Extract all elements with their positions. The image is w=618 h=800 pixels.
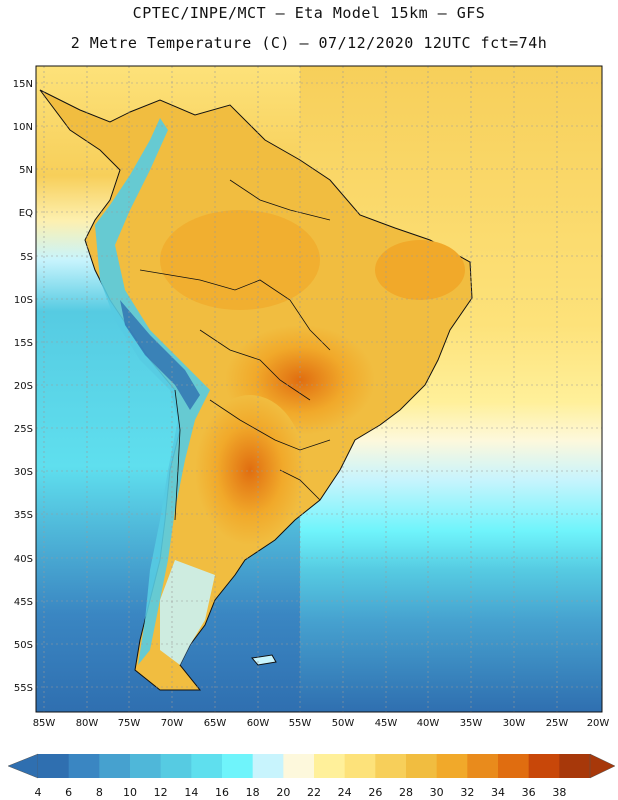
colorbar-label: 24 bbox=[338, 786, 352, 799]
colorbar-label: 32 bbox=[460, 786, 474, 799]
lon-label: 55W bbox=[289, 718, 312, 729]
lat-label: 55S bbox=[14, 683, 33, 694]
colorbar-label: 10 bbox=[123, 786, 137, 799]
lat-label: 15S bbox=[14, 338, 33, 349]
lon-label: 60W bbox=[247, 718, 270, 729]
country-borders bbox=[139, 179, 331, 521]
lat-label: 5N bbox=[19, 165, 33, 176]
colorbar-label: 36 bbox=[522, 786, 536, 799]
lon-label: 35W bbox=[460, 718, 483, 729]
lat-label: 15N bbox=[13, 79, 33, 90]
lat-label: 40S bbox=[14, 554, 33, 565]
colorbar-swatch bbox=[252, 754, 284, 778]
colorbar-swatch bbox=[467, 754, 499, 778]
colorbar-swatches bbox=[38, 754, 591, 778]
colorbar-swatch bbox=[160, 754, 192, 778]
colorbar-swatch bbox=[406, 754, 438, 778]
hot-region-northeast bbox=[375, 240, 465, 300]
chart-title-line-1: CPTEC/INPE/MCT – Eta Model 15km – GFS bbox=[132, 4, 486, 22]
colorbar-swatch bbox=[191, 754, 223, 778]
lon-label: 25W bbox=[546, 718, 569, 729]
colorbar-label: 20 bbox=[276, 786, 290, 799]
lon-label: 30W bbox=[503, 718, 526, 729]
colorbar-high-arrow bbox=[589, 753, 616, 779]
colorbar-label: 22 bbox=[307, 786, 321, 799]
lon-label: 80W bbox=[76, 718, 99, 729]
colorbar-label: 4 bbox=[35, 786, 42, 799]
colorbar-swatch bbox=[222, 754, 254, 778]
lon-label: 75W bbox=[118, 718, 141, 729]
lon-label: 20W bbox=[587, 718, 610, 729]
colorbar-swatch bbox=[559, 754, 591, 778]
colorbar-swatch bbox=[68, 754, 100, 778]
colorbar-swatch bbox=[38, 754, 70, 778]
colorbar-label: 38 bbox=[552, 786, 566, 799]
lon-label: 65W bbox=[204, 718, 227, 729]
chart-title-line-2: 2 Metre Temperature (C) – 07/12/2020 12U… bbox=[70, 34, 548, 52]
colorbar-label: 26 bbox=[368, 786, 382, 799]
andes-altiplano-cold bbox=[120, 300, 200, 410]
longitude-labels: 85W 80W 75W 70W 65W 60W 55W 50W 45W 40W … bbox=[33, 718, 610, 729]
warm-region-amazon bbox=[160, 210, 320, 310]
lat-label: 20S bbox=[14, 381, 33, 392]
colorbar-swatch bbox=[99, 754, 131, 778]
colorbar-labels: 4 6 8 10 12 14 16 18 20 22 24 26 28 30 32 34 36 38 bbox=[35, 786, 567, 799]
lon-label: 85W bbox=[33, 718, 56, 729]
lat-label: 10S bbox=[14, 295, 33, 306]
colorbar-low-arrow bbox=[7, 753, 39, 779]
lon-label: 50W bbox=[332, 718, 355, 729]
colorbar-label: 12 bbox=[154, 786, 168, 799]
colorbar-swatch bbox=[314, 754, 346, 778]
lat-label: EQ bbox=[19, 208, 33, 219]
latitude-labels: 15N 10N 5N EQ 5S 10S 15S 20S 25S 30S 35S… bbox=[13, 79, 33, 694]
lat-label: 30S bbox=[14, 467, 33, 478]
map-gridlines bbox=[36, 66, 602, 712]
lat-label: 25S bbox=[14, 424, 33, 435]
colorbar-swatch bbox=[436, 754, 468, 778]
colorbar-swatch bbox=[344, 754, 376, 778]
colorbar-label: 34 bbox=[491, 786, 505, 799]
patagonia-cool-region bbox=[160, 560, 215, 665]
lat-label: 35S bbox=[14, 510, 33, 521]
colorbar-swatch bbox=[283, 754, 315, 778]
lon-label: 40W bbox=[417, 718, 440, 729]
hot-region-argentina bbox=[195, 395, 305, 545]
lon-label: 45W bbox=[375, 718, 398, 729]
colorbar-label: 14 bbox=[184, 786, 198, 799]
colorbar-label: 28 bbox=[399, 786, 413, 799]
colorbar-label: 30 bbox=[430, 786, 444, 799]
colorbar-swatch bbox=[498, 754, 530, 778]
lat-label: 50S bbox=[14, 640, 33, 651]
colorbar-label: 16 bbox=[215, 786, 229, 799]
colorbar-label: 18 bbox=[246, 786, 260, 799]
lon-label: 70W bbox=[161, 718, 184, 729]
colorbar: 4 6 8 10 12 14 16 18 20 22 24 26 28 30 32 34 36 38 bbox=[7, 753, 616, 799]
colorbar-swatch bbox=[375, 754, 407, 778]
lat-label: 5S bbox=[20, 252, 33, 263]
colorbar-swatch bbox=[528, 754, 560, 778]
lat-label: 10N bbox=[13, 122, 33, 133]
colorbar-swatch bbox=[130, 754, 162, 778]
colorbar-label: 8 bbox=[96, 786, 103, 799]
lat-label: 45S bbox=[14, 597, 33, 608]
colorbar-label: 6 bbox=[65, 786, 72, 799]
map-frame bbox=[35, 65, 603, 713]
